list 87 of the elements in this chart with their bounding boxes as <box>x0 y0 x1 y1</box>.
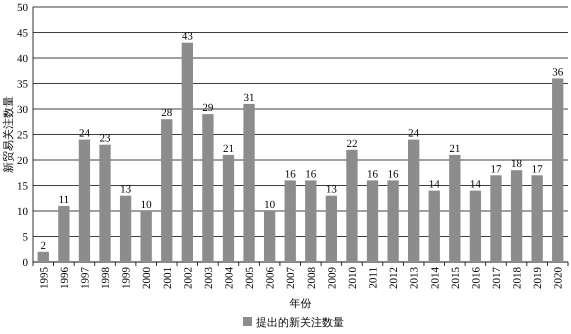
x-tick-label: 1998 <box>100 266 112 289</box>
x-axis-title: 年份 <box>290 298 312 310</box>
y-tick-label: 40 <box>17 53 28 65</box>
y-tick-label: 25 <box>17 130 28 142</box>
x-tick-label: 1996 <box>58 266 71 289</box>
bar <box>387 180 399 262</box>
x-tick-label: 2018 <box>512 266 524 289</box>
x-tick-label: 2011 <box>368 267 380 289</box>
x-tick-label: 1999 <box>120 266 133 289</box>
bar <box>346 150 358 262</box>
bar <box>510 170 522 262</box>
x-tick-label: 2002 <box>182 267 194 289</box>
data-label: 16 <box>305 168 317 180</box>
data-label: 16 <box>388 168 400 180</box>
bar <box>58 206 70 262</box>
y-axis-title: 新贸易关注数量 <box>2 96 15 173</box>
bar <box>305 180 316 262</box>
x-tick-label: 2020 <box>552 266 565 289</box>
bar <box>78 140 90 262</box>
bar <box>531 175 543 262</box>
bar <box>490 175 502 262</box>
y-tick-label: 50 <box>17 2 28 14</box>
data-label: 10 <box>264 199 276 211</box>
bar <box>140 211 152 262</box>
x-tick-label: 2009 <box>326 266 338 289</box>
x-tick-label: 2001 <box>162 267 174 289</box>
bar <box>428 190 440 262</box>
y-tick-label: 45 <box>17 28 28 40</box>
x-tick-label: 2014 <box>429 266 442 289</box>
x-tick-label: 2005 <box>244 266 256 289</box>
y-tick-label: 5 <box>22 232 28 244</box>
x-tick-label: 2000 <box>141 266 154 289</box>
bar <box>161 119 172 262</box>
x-tick-label: 2012 <box>388 267 400 289</box>
bar <box>470 190 482 262</box>
bar <box>408 140 420 262</box>
legend-label: 提出的新关注数量 <box>256 316 344 329</box>
data-label: 16 <box>367 168 379 180</box>
y-tick-label: 15 <box>17 180 28 192</box>
y-tick-label: 30 <box>17 104 28 116</box>
y-tick-label: 20 <box>17 155 28 167</box>
data-label: 17 <box>490 163 502 176</box>
bar <box>120 196 132 262</box>
data-label: 16 <box>284 168 296 180</box>
data-label: 13 <box>326 184 338 196</box>
data-label: 21 <box>222 142 234 155</box>
data-label: 31 <box>244 92 255 104</box>
data-label: 28 <box>161 107 173 120</box>
x-tick-label: 2003 <box>202 266 215 289</box>
data-label: 13 <box>120 184 132 196</box>
bar <box>243 104 255 262</box>
bar <box>202 114 214 262</box>
data-label: 21 <box>449 142 460 155</box>
y-tick-label: 10 <box>17 206 28 218</box>
bar <box>264 211 276 262</box>
data-label: 10 <box>140 199 152 211</box>
data-label: 18 <box>511 158 523 170</box>
x-tick-label: 2019 <box>532 266 544 289</box>
bar <box>366 180 378 262</box>
x-tick-label: 1995 <box>38 266 50 289</box>
x-tick-label: 2015 <box>450 266 462 289</box>
x-tick-label: 2017 <box>490 266 503 289</box>
bar <box>222 154 234 262</box>
bar <box>552 78 564 262</box>
y-tick-label: 35 <box>17 78 28 90</box>
bar <box>38 252 49 262</box>
data-label: 43 <box>182 30 194 43</box>
bar <box>99 144 111 262</box>
bar <box>326 196 338 262</box>
data-label: 17 <box>532 163 544 176</box>
data-label: 22 <box>346 138 358 150</box>
data-label: 36 <box>552 66 564 78</box>
x-tick-label: 2006 <box>264 266 277 289</box>
x-tick-label: 2004 <box>223 266 236 289</box>
x-tick-label: 2010 <box>346 266 359 289</box>
x-tick-label: 2007 <box>285 266 298 289</box>
x-tick-label: 2016 <box>470 266 482 289</box>
x-tick-label: 2013 <box>408 266 421 289</box>
bar <box>449 154 460 262</box>
bar <box>182 42 193 262</box>
bar <box>284 180 296 262</box>
data-label: 23 <box>100 132 112 145</box>
x-tick-label: 2008 <box>306 266 318 289</box>
x-tick-label: 1997 <box>79 266 92 289</box>
data-label: 11 <box>58 194 70 206</box>
data-label: 2 <box>40 240 46 252</box>
y-tick-label: 0 <box>22 257 28 269</box>
